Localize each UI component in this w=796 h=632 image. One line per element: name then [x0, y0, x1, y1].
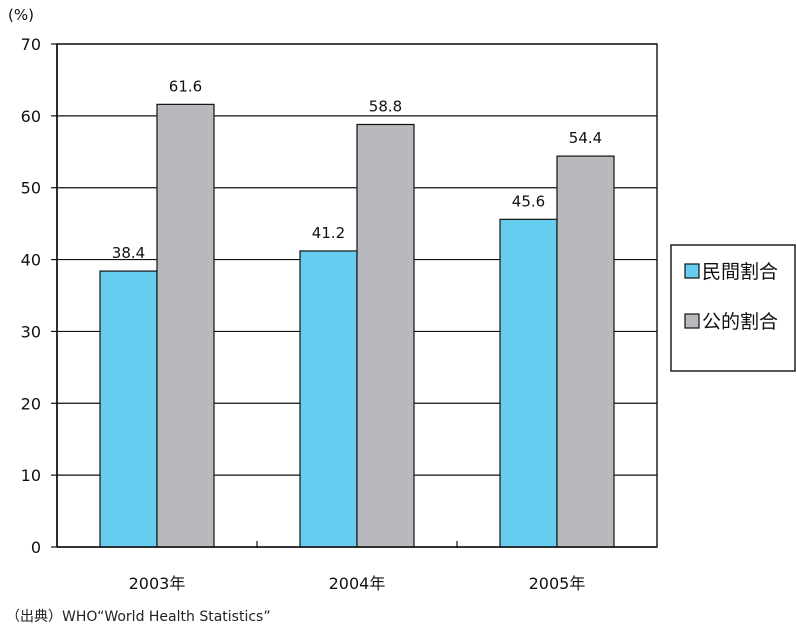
bar-private-share [499, 218, 558, 548]
y-tick-label: 60 [21, 107, 41, 126]
y-tick-label: 70 [21, 35, 41, 54]
x-tick-label: 2003年 [129, 574, 186, 593]
legend-label: 民間割合 [702, 261, 778, 283]
bar-public-share [556, 155, 615, 548]
axis-layer: 0 10 20 30 40 50 60 70 2003年 2004年 2005年 [21, 35, 657, 593]
bar-public-share [156, 103, 215, 548]
y-tick-label: 0 [31, 538, 41, 557]
y-tick-label: 20 [21, 394, 41, 413]
legend-label: 公的割合 [702, 311, 778, 333]
data-label: 41.2 [312, 224, 345, 242]
y-tick-label: 30 [21, 322, 41, 341]
data-label: 45.6 [512, 192, 545, 210]
y-axis-unit-label: (%) [8, 6, 34, 24]
legend-swatch [684, 313, 700, 329]
y-tick-label: 50 [21, 179, 41, 198]
y-tick-label: 40 [21, 251, 41, 270]
legend-swatch [684, 263, 700, 279]
bar-private-share [99, 270, 158, 548]
x-tick-label: 2005年 [529, 574, 586, 593]
source-citation: （出典）WHO“World Health Statistics” [6, 609, 271, 625]
data-label: 54.4 [569, 129, 602, 147]
bar-private-share [299, 250, 358, 548]
data-label: 58.8 [369, 97, 402, 115]
bar-public-share [356, 123, 415, 548]
data-label: 61.6 [169, 77, 202, 95]
labels-layer: 38.4 61.6 41.2 58.8 45.6 54.4 [112, 77, 602, 262]
x-tick-label: 2004年 [329, 574, 386, 593]
y-tick-label: 10 [21, 466, 41, 485]
bars-layer [99, 103, 615, 548]
data-label: 38.4 [112, 244, 145, 262]
